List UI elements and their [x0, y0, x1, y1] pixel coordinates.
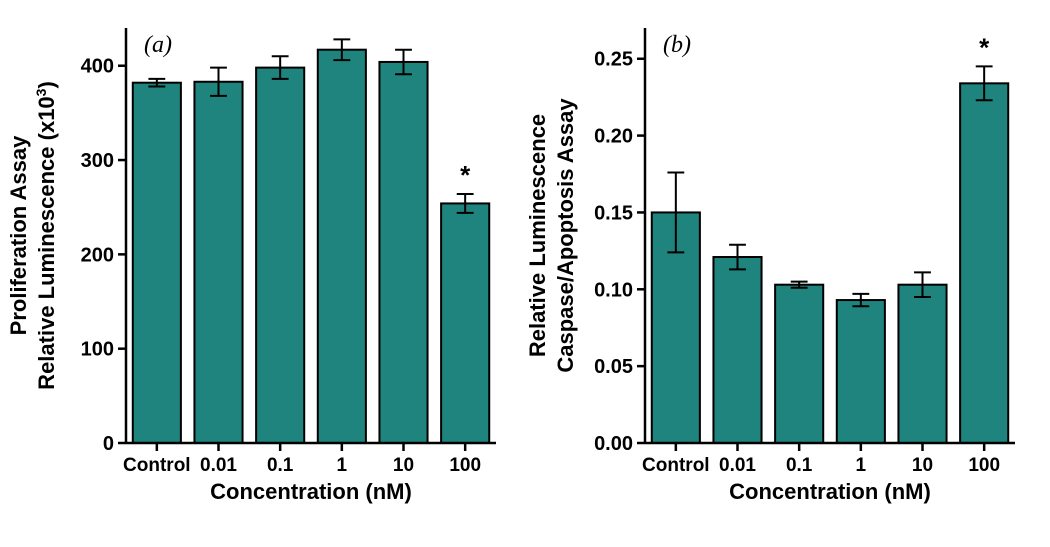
panel-b-ytick-label-0: 0.00: [594, 433, 633, 455]
panel-a-bar-3: [318, 50, 366, 443]
panel-b-ylabel-line1: Relative Luminescence: [525, 114, 550, 357]
panel-b-bar-4: [898, 285, 946, 443]
panel-a-bar-4: [379, 62, 427, 443]
panel-a-xtick-label-2: 0.1: [267, 455, 294, 476]
panel-b-ytick-label-5: 0.25: [594, 49, 633, 71]
panel-b-bar-5: [960, 83, 1008, 443]
panel-a-xtick-label-0: Control: [123, 455, 191, 476]
figure-container: * 0 100 200 300 400 Control 0.01 0.1 1 10 100 Concen…: [0, 0, 1050, 547]
panel-b-ytick-label-3: 0.15: [594, 202, 633, 224]
panel-b-xtick-label-3: 1: [856, 455, 867, 476]
figure-svg: * 0 100 200 300 400 Control 0.01 0.1 1 10 100 Concen…: [0, 0, 1050, 547]
panel-a-xtick-label-1: 0.01: [200, 455, 237, 476]
panel-b-xlabel: Concentration (nM): [729, 479, 931, 504]
panel-a-significance: *: [460, 160, 471, 190]
panel-b-ytick-label-4: 0.20: [594, 126, 633, 148]
panel-b-significance: *: [979, 32, 990, 62]
panel-b-xtick-label-0: Control: [642, 455, 710, 476]
panel-b-ytick-label-1: 0.05: [594, 356, 633, 378]
panel-b-bar-1: [713, 257, 761, 443]
panel-a-ytick-label-0: 0: [103, 433, 114, 455]
panel-b-tag: (b): [663, 32, 691, 58]
panel-a-ytick-label-4: 400: [81, 56, 114, 78]
panel-a-xtick-label-4: 10: [393, 455, 414, 476]
panel-b-ylabel-line2: Caspase/Apoptosis Assay: [553, 98, 578, 373]
panel-a-ytick-label-2: 200: [81, 244, 114, 266]
panel-a-xtick-label-3: 1: [337, 455, 348, 476]
panel-a-ytick-label-3: 300: [81, 150, 114, 172]
panel-a-bar-1: [194, 82, 242, 443]
panel-b-ytick-label-2: 0.10: [594, 279, 633, 301]
panel-b-bar-3: [837, 300, 885, 443]
panel-b-bar-2: [775, 285, 823, 443]
panel-a-ylabel-line2: Relative Luminescence (x103): [33, 81, 59, 390]
panel-a-tag: (a): [144, 32, 172, 58]
panel-a-ytick-label-1: 100: [81, 339, 114, 361]
panel-a-xlabel: Concentration (nM): [210, 479, 412, 504]
panel-a-bar-0: [133, 83, 181, 443]
panel-b-xtick-label-2: 0.1: [786, 455, 813, 476]
panel-a-bar-5: [441, 203, 489, 443]
panel-a-ylabel-line1: Proliferation Assay: [6, 135, 31, 335]
panel-a-bar-2: [256, 68, 304, 443]
panel-a-xtick-label-5: 100: [449, 455, 481, 476]
panel-b-xtick-label-1: 0.01: [719, 455, 756, 476]
panel-b-xtick-label-4: 10: [912, 455, 933, 476]
panel-b-xtick-label-5: 100: [968, 455, 1000, 476]
